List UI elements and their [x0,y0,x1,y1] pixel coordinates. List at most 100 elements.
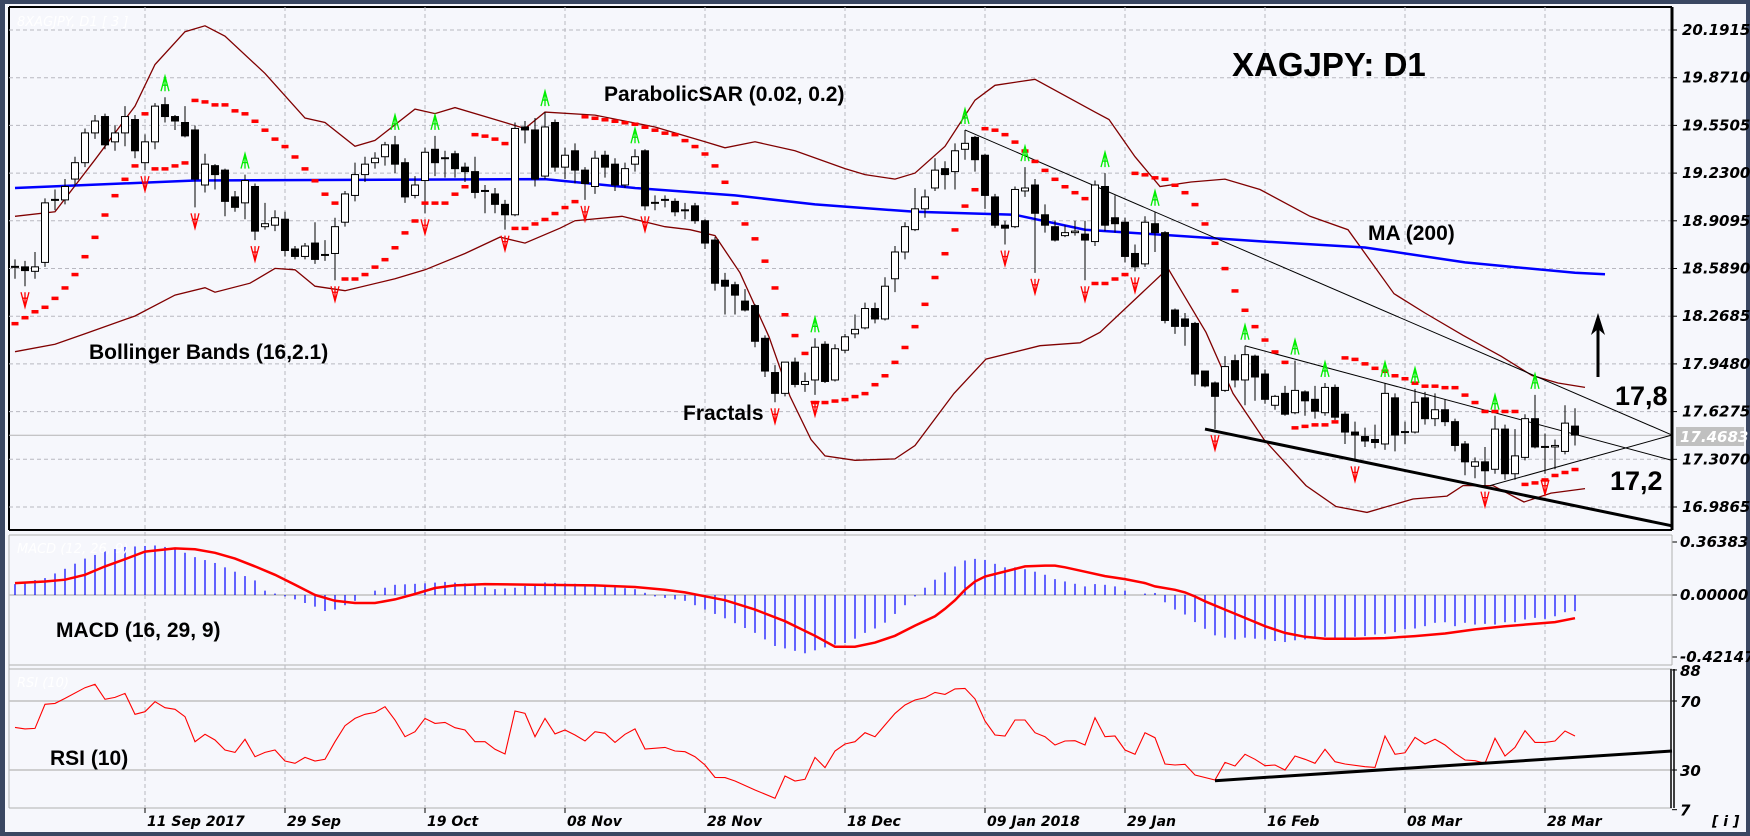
sar-dot [351,277,359,281]
candle-bearish [1361,436,1369,442]
candle-bullish [361,163,369,176]
trendline [1244,345,1673,461]
candle-bearish [1441,409,1449,423]
sar-dot [441,201,449,205]
sar-dot [141,112,149,116]
rsi-trendline [1214,749,1673,783]
candle-bullish [301,245,309,257]
candle-bearish [101,116,109,146]
candle-bearish [571,150,579,171]
sar-dot [1441,385,1449,390]
fractal-down-icon [1540,479,1550,498]
sar-dot [181,161,189,165]
sar-dot [841,397,849,402]
candle-bullish [1221,366,1229,391]
sar-dot [961,204,969,208]
candle-bullish [371,157,379,164]
sar-dot [1311,423,1319,427]
candle-bearish [721,279,729,287]
sar-dot [1421,384,1429,388]
sar-dot [1091,281,1099,286]
sar-dot [931,275,939,280]
sar-dot [1211,241,1219,246]
date-axis-label: 28 Nov [707,814,763,830]
date-axis-label: 09 Jan 2018 [987,814,1080,830]
candle-bullish [1291,389,1299,414]
sar-dot [941,251,949,256]
info-button[interactable]: [ i ] [1711,814,1740,830]
sar-dot [1001,132,1009,137]
sar-dot [1181,190,1189,195]
fractal-down-icon [810,400,820,419]
sar-dot [1011,140,1019,144]
candle-bearish [971,136,979,161]
date-axis-label: 29 Jan [1127,814,1176,830]
sar-dot [1231,289,1239,293]
sar-dot [341,277,349,281]
sar-dot [881,374,889,378]
fractal-up-icon [1410,365,1420,384]
bollinger-upper-band [14,25,1586,389]
sar-dot [1531,481,1539,485]
moving-average-layer [14,177,1606,276]
sar-dot [681,138,689,143]
candle-bullish [151,105,159,143]
sar-dot [531,222,539,226]
candle-bullish [801,380,809,385]
candle-bearish [1261,373,1269,400]
candle-bearish [761,337,769,372]
sar-dot [581,115,589,119]
candle-bearish [401,162,409,198]
rsi-label: RSI (10) [50,747,128,770]
sar-dot [31,310,39,314]
candle-bearish [451,153,459,170]
sar-dot [41,305,49,310]
candle-bullish [261,223,269,228]
candle-bullish [851,328,859,335]
candle-bullish [121,116,129,134]
sar-dot [661,131,669,135]
candle-bearish [1531,418,1539,448]
fractal-down-icon [1030,278,1040,297]
candle-bearish [171,116,179,122]
fractal-up-icon [1150,188,1160,206]
sar-dot [921,302,929,307]
fractal-down-icon [330,286,340,304]
candle-bearish [1351,431,1359,436]
sar-dot [131,164,139,168]
sar-dot [1081,196,1089,201]
sar-dot [1411,381,1419,385]
fractal-down-icon [1080,286,1090,304]
fractal-down-icon [1350,466,1360,484]
sar-dot [1141,173,1149,177]
candle-bearish [491,193,499,205]
forecast-arrow-up-icon [1591,313,1605,336]
candle-bearish [391,144,399,165]
date-axis-label: 28 Mar [1547,814,1603,830]
sar-dot [201,100,209,104]
fractal-down-icon [1130,277,1140,295]
sar-dot [981,126,989,131]
fractal-up-icon [1490,392,1500,410]
sar-dot [1361,362,1369,366]
candle-bullish [381,144,389,158]
candle-bearish [1371,439,1379,443]
candle-bearish [161,104,169,118]
trendline [964,129,1673,436]
price-axis-label: 18.9095 [1682,212,1750,230]
candle-bullish [61,185,69,201]
candle-bearish [471,171,479,193]
parabolic-sar-label: ParabolicSAR (0.02, 0.2) [604,83,844,106]
price-axis-label: 19.2300 [1682,164,1750,182]
fractal-down-icon [640,216,650,234]
trendline [1489,434,1673,487]
fractal-down-icon [1210,434,1220,453]
candle-bearish [1101,185,1109,226]
sar-dot [481,134,489,138]
candle-bearish [1421,397,1429,420]
candle-bullish [931,169,939,189]
sar-dot [791,333,799,338]
macd-axis-label: -0.42147 [1680,648,1750,666]
candle-bearish [291,248,299,257]
